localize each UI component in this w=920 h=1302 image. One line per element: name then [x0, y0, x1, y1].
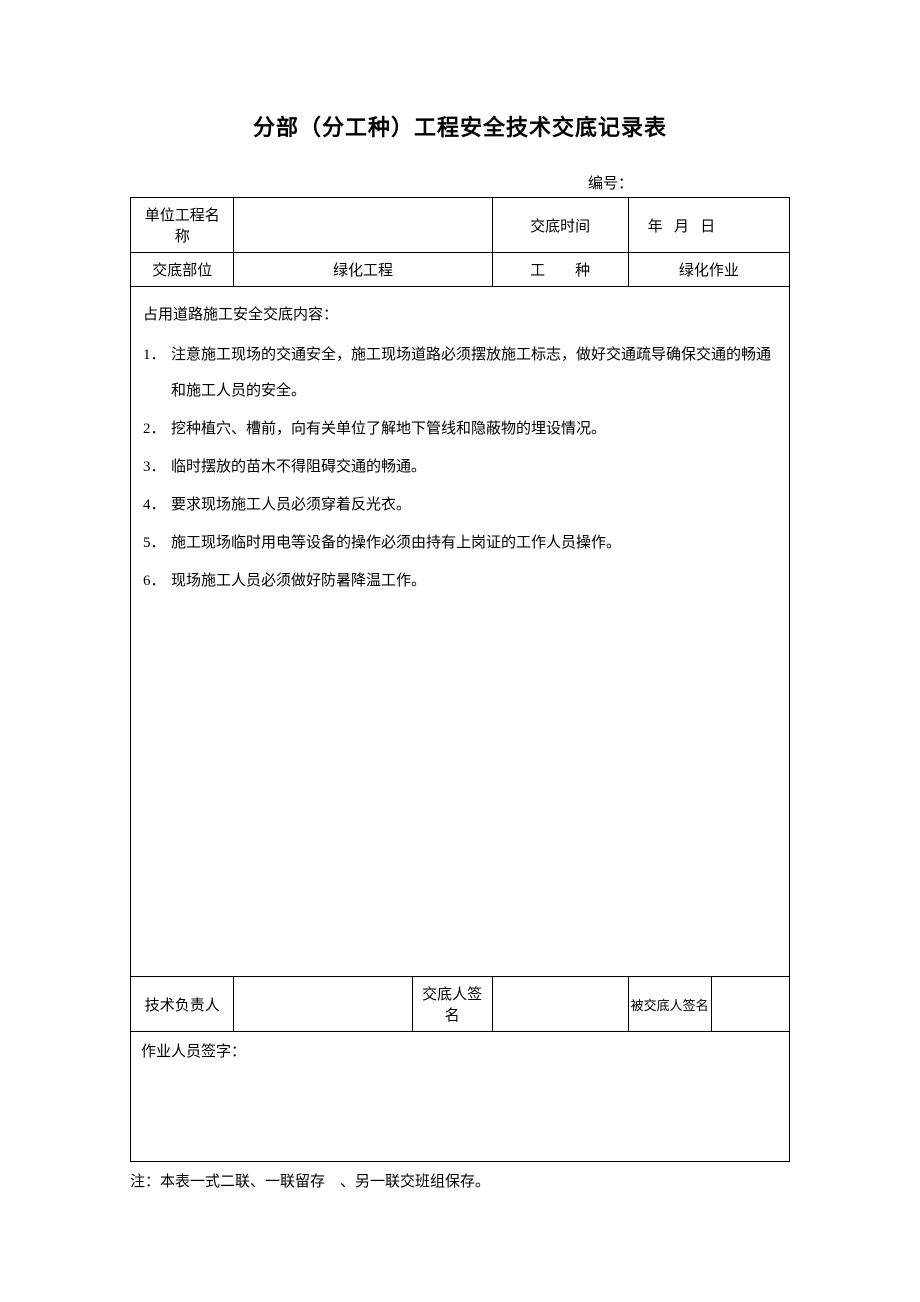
content-heading: 占用道路施工安全交底内容： — [143, 297, 777, 333]
disclosure-location-label: 交底部位 — [131, 253, 234, 287]
header-row-1: 单位工程名称 交底时间 年 月 日 — [131, 198, 790, 253]
main-table: 单位工程名称 交底时间 年 月 日 交底部位 绿化工程 工 种 绿化作业 占用道… — [130, 197, 790, 1162]
year-label: 年 — [648, 215, 663, 236]
disclosure-time-value[interactable]: 年 月 日 — [628, 198, 789, 253]
unit-project-name-value[interactable] — [234, 198, 492, 253]
list-text: 施工现场临时用电等设备的操作必须由持有上岗证的工作人员操作。 — [171, 525, 777, 561]
recipient-label: 被交底人签名 — [628, 977, 711, 1032]
work-type-value[interactable]: 绿化作业 — [628, 253, 789, 287]
personnel-signature-area[interactable]: 作业人员签字： — [131, 1032, 790, 1162]
list-text: 注意施工现场的交通安全，施工现场道路必须摆放施工标志，做好交通疏导确保交通的畅通… — [171, 337, 777, 409]
signature-row: 技术负责人 交底人签名 被交底人签名 — [131, 977, 790, 1032]
list-text: 临时摆放的苗木不得阻碍交通的畅通。 — [171, 449, 777, 485]
content-list: 1．注意施工现场的交通安全，施工现场道路必须摆放施工标志，做好交通疏导确保交通的… — [143, 337, 777, 599]
unit-project-name-label: 单位工程名称 — [131, 198, 234, 253]
list-item: 5．施工现场临时用电等设备的操作必须由持有上岗证的工作人员操作。 — [143, 525, 777, 561]
list-text: 现场施工人员必须做好防暑降温工作。 — [171, 563, 777, 599]
list-item: 3．临时摆放的苗木不得阻碍交通的畅通。 — [143, 449, 777, 485]
disclosure-location-value[interactable]: 绿化工程 — [234, 253, 492, 287]
discloser-label: 交底人签名 — [412, 977, 492, 1032]
list-number: 4． — [143, 487, 171, 523]
tech-lead-label: 技术负责人 — [131, 977, 234, 1032]
content-row: 占用道路施工安全交底内容： 1．注意施工现场的交通安全，施工现场道路必须摆放施工… — [131, 287, 790, 977]
work-type-label: 工 种 — [492, 253, 628, 287]
list-text: 要求现场施工人员必须穿着反光衣。 — [171, 487, 777, 523]
disclosure-time-label: 交底时间 — [492, 198, 628, 253]
list-item: 2．挖种植穴、槽前，向有关单位了解地下管线和隐蔽物的埋设情况。 — [143, 411, 777, 447]
document-number-label: 编号： — [130, 172, 790, 193]
list-number: 2． — [143, 411, 171, 447]
list-text: 挖种植穴、槽前，向有关单位了解地下管线和隐蔽物的埋设情况。 — [171, 411, 777, 447]
list-item: 1．注意施工现场的交通安全，施工现场道路必须摆放施工标志，做好交通疏导确保交通的… — [143, 337, 777, 409]
recipient-value[interactable] — [711, 977, 789, 1032]
list-item: 4．要求现场施工人员必须穿着反光衣。 — [143, 487, 777, 523]
personnel-signature-label: 作业人员签字： — [141, 1044, 246, 1060]
content-cell: 占用道路施工安全交底内容： 1．注意施工现场的交通安全，施工现场道路必须摆放施工… — [131, 287, 790, 977]
list-number: 6． — [143, 563, 171, 599]
month-label: 月 — [674, 215, 689, 236]
list-number: 5． — [143, 525, 171, 561]
list-number: 3． — [143, 449, 171, 485]
page-title: 分部（分工种）工程安全技术交底记录表 — [130, 110, 790, 142]
header-row-2: 交底部位 绿化工程 工 种 绿化作业 — [131, 253, 790, 287]
personnel-signature-row: 作业人员签字： — [131, 1032, 790, 1162]
list-item: 6．现场施工人员必须做好防暑降温工作。 — [143, 563, 777, 599]
list-number: 1． — [143, 337, 171, 409]
tech-lead-value[interactable] — [234, 977, 412, 1032]
discloser-value[interactable] — [492, 977, 628, 1032]
footnote: 注：本表一式二联、一联留存 、另一联交班组保存。 — [130, 1170, 790, 1191]
day-label: 日 — [700, 215, 715, 236]
